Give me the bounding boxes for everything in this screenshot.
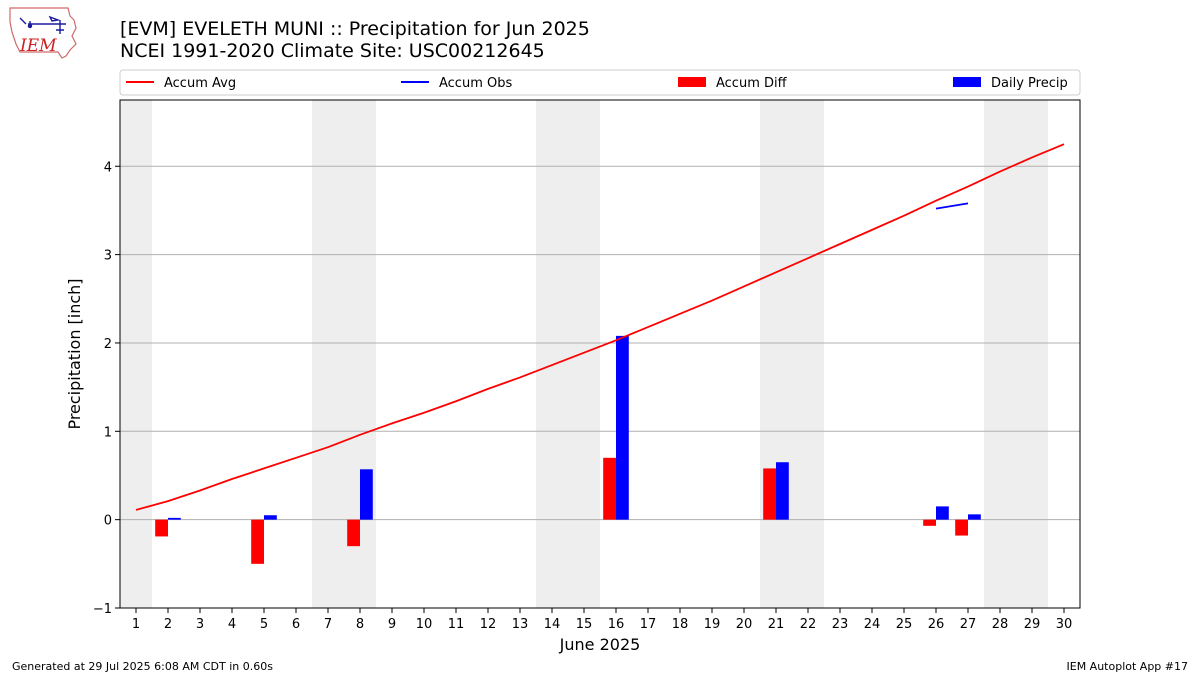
legend: Accum Avg Accum Obs Accum Diff Daily Precip bbox=[119, 69, 1081, 96]
x-tick-label: 29 bbox=[1024, 617, 1041, 632]
accum-diff-bar bbox=[347, 519, 360, 547]
weekend-band bbox=[312, 100, 376, 608]
iem-logo: IEM bbox=[9, 7, 77, 59]
x-tick-label: 14 bbox=[544, 617, 561, 632]
chart-subtitle: NCEI 1991-2020 Climate Site: USC00212645 bbox=[120, 40, 545, 62]
accum-diff-bar bbox=[603, 457, 616, 520]
accum-obs-line bbox=[935, 202, 969, 210]
iowa-outline-icon bbox=[9, 7, 77, 59]
x-tick-label: 5 bbox=[260, 617, 268, 632]
x-tick-label: 2 bbox=[164, 617, 172, 632]
iem-logo-text: IEM bbox=[19, 36, 57, 56]
legend-label: Accum Avg bbox=[164, 76, 236, 91]
weekend-band bbox=[760, 100, 824, 608]
daily-precip-bar bbox=[264, 515, 277, 520]
x-tick-label: 16 bbox=[608, 617, 625, 632]
x-tick-label: 12 bbox=[480, 617, 497, 632]
accum-avg-line bbox=[135, 143, 1065, 511]
x-tick-label: 6 bbox=[292, 617, 300, 632]
x-tick-label: 9 bbox=[388, 617, 396, 632]
x-tick-label: 10 bbox=[416, 617, 433, 632]
daily-precip-bar bbox=[168, 517, 181, 520]
legend-swatch-bar bbox=[953, 77, 981, 87]
x-tick-label: 24 bbox=[864, 617, 881, 632]
x-tick-label: 11 bbox=[448, 617, 465, 632]
x-tick-label: 18 bbox=[672, 617, 689, 632]
x-tick-label: 25 bbox=[896, 617, 913, 632]
daily-precip-bar bbox=[360, 469, 373, 520]
x-tick-label: 7 bbox=[324, 617, 332, 632]
y-tick-label: 4 bbox=[104, 160, 112, 175]
x-tick-label: 8 bbox=[356, 617, 364, 632]
daily-precip-bar bbox=[616, 335, 629, 520]
x-tick-label: 15 bbox=[576, 617, 593, 632]
daily-precip-bar bbox=[776, 462, 789, 520]
daily-precip-bar bbox=[936, 506, 949, 520]
legend-label: Accum Obs bbox=[439, 76, 512, 91]
x-tick-label: 27 bbox=[960, 617, 977, 632]
plot-frame bbox=[119, 99, 1081, 609]
y-tick-label: 1 bbox=[104, 425, 112, 440]
x-tick-label: 17 bbox=[640, 617, 657, 632]
accum-diff-bar bbox=[923, 519, 936, 526]
x-tick-label: 13 bbox=[512, 617, 529, 632]
autoplot-app-id: IEM Autoplot App #17 bbox=[1067, 660, 1189, 673]
y-tick-label: 2 bbox=[104, 337, 112, 352]
x-tick-label: 26 bbox=[928, 617, 945, 632]
daily-precip-bar bbox=[968, 514, 981, 520]
weekend-band bbox=[536, 100, 600, 608]
x-tick-label: 3 bbox=[196, 617, 204, 632]
weather-vane-icon bbox=[19, 15, 66, 34]
y-tick-label: −1 bbox=[93, 602, 112, 617]
y-tick-label: 0 bbox=[104, 514, 112, 529]
accum-diff-bar bbox=[251, 519, 264, 564]
x-tick-label: 19 bbox=[704, 617, 721, 632]
x-tick-label: 30 bbox=[1056, 617, 1073, 632]
y-tick-label: 3 bbox=[104, 249, 112, 264]
x-tick-label: 4 bbox=[228, 617, 236, 632]
x-tick-label: 20 bbox=[736, 617, 753, 632]
x-tick-label: 21 bbox=[768, 617, 785, 632]
x-tick-label: 28 bbox=[992, 617, 1009, 632]
anemometer-cup-icon bbox=[27, 23, 33, 29]
x-tick-label: 1 bbox=[132, 617, 140, 632]
chart-title: [EVM] EVELETH MUNI :: Precipitation for … bbox=[120, 18, 590, 40]
accum-diff-bar bbox=[763, 468, 776, 520]
legend-box bbox=[119, 69, 1081, 96]
accum-diff-bar bbox=[955, 519, 968, 536]
x-tick-label: 22 bbox=[800, 617, 817, 632]
legend-label: Accum Diff bbox=[716, 76, 788, 91]
legend-swatch-bar bbox=[678, 77, 706, 87]
accum-diff-bar bbox=[155, 519, 168, 537]
x-axis-label: June 2025 bbox=[559, 635, 641, 654]
y-axis-label: Precipitation [inch] bbox=[65, 278, 84, 429]
legend-label: Daily Precip bbox=[991, 76, 1068, 91]
weekend-band bbox=[120, 100, 152, 608]
x-tick-label: 23 bbox=[832, 617, 849, 632]
generated-timestamp: Generated at 29 Jul 2025 6:08 AM CDT in … bbox=[12, 660, 273, 673]
weekend-band bbox=[984, 100, 1048, 608]
